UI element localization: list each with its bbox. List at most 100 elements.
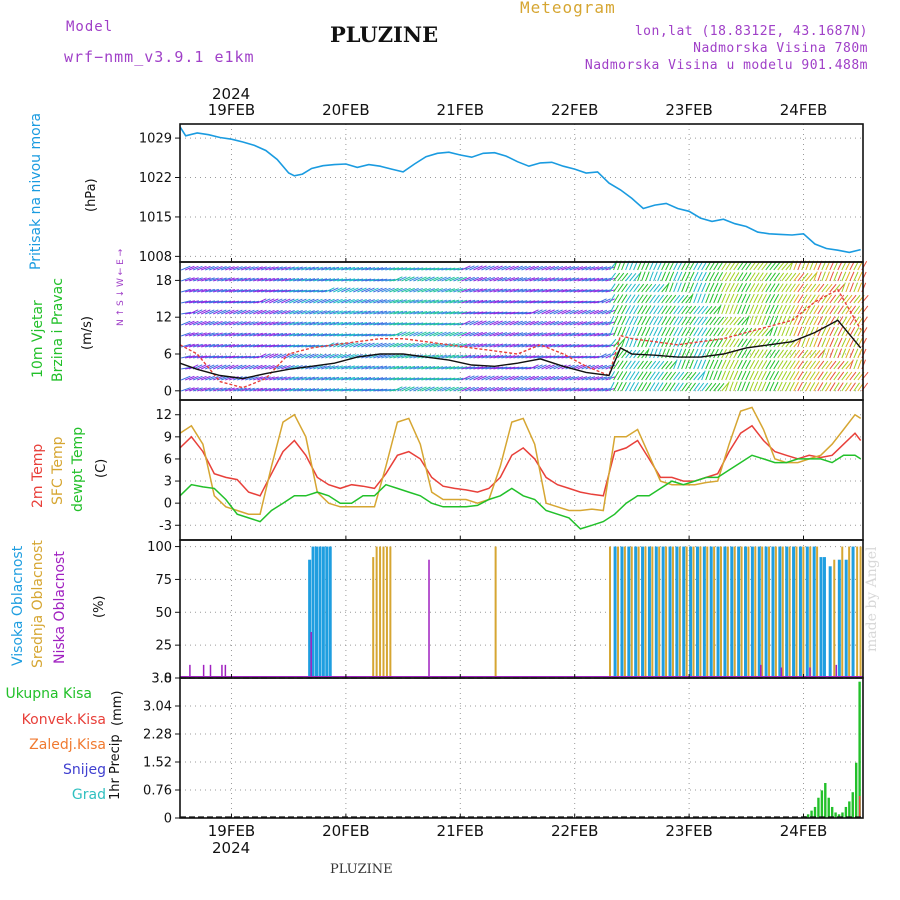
wind-barb [545, 288, 556, 293]
wind-barb [281, 376, 291, 381]
wind-barb [277, 344, 288, 348]
wind-barb [361, 287, 371, 293]
wind-barb [541, 309, 551, 315]
wind-barb [453, 377, 464, 381]
cloud-bar-high [792, 546, 796, 678]
wind-barb [757, 304, 763, 315]
wind-barb [405, 287, 415, 293]
wind-barb [653, 271, 658, 282]
wind-barb [325, 353, 335, 359]
wind-barb [481, 299, 492, 304]
wind-barb [697, 359, 703, 370]
wind-barb [489, 311, 500, 315]
wind-barb [425, 331, 435, 337]
wind-barb [265, 353, 275, 359]
wind-barb [557, 364, 567, 370]
wind-barb [293, 321, 303, 326]
wind-barb [689, 359, 694, 370]
wind-barb [373, 377, 384, 381]
wind-barb [849, 327, 856, 337]
wind-barb [705, 382, 713, 392]
wind-barb [689, 316, 696, 326]
precip-bar-total [820, 790, 824, 818]
wind-barb [205, 343, 215, 348]
wind-barb [233, 277, 243, 282]
wind-barb [797, 294, 804, 304]
wind-barb [345, 321, 356, 326]
wind-barb [533, 265, 543, 271]
wind-barb [192, 332, 203, 337]
wind-barb [449, 311, 460, 315]
wind-barb [541, 355, 552, 359]
wind-barb [673, 327, 679, 337]
wind-barb [453, 354, 464, 359]
wind-barb [196, 309, 207, 315]
wind-barb [633, 283, 640, 293]
wind-barb [449, 366, 460, 370]
wind-barb [513, 288, 524, 293]
wind-barb [429, 322, 440, 326]
wind-barb [453, 386, 463, 392]
wind-barb [425, 386, 435, 392]
wind-barb [829, 283, 837, 293]
wind-barb [361, 310, 372, 315]
wind-barb [397, 342, 407, 348]
wind-barb [257, 321, 267, 326]
wind-barb [221, 387, 231, 392]
wind-barb [713, 282, 719, 293]
wind-barb [789, 283, 796, 293]
wind-barb [809, 371, 816, 381]
wind-barb [629, 272, 637, 282]
wind-barb [689, 382, 696, 392]
wind-barb [237, 332, 247, 337]
wind-barb [285, 310, 295, 315]
wind-barb [685, 359, 690, 370]
model-name: wrf−nmm_v3.9.1 e1km [64, 48, 255, 66]
wind-barb [233, 309, 243, 315]
wind-barb [617, 360, 624, 370]
wind-barb [273, 387, 284, 392]
wind-barb [561, 332, 572, 337]
wind-barb [345, 310, 355, 315]
ytick-label: 1.52 [143, 756, 172, 771]
wind-barb [285, 387, 296, 392]
xtick-label-bottom: 22FEB [551, 822, 598, 840]
wind-barb [793, 339, 801, 348]
wind-barb [313, 333, 324, 337]
wind-barb [641, 360, 648, 370]
wind-barb [549, 309, 559, 315]
wind-barb [417, 377, 428, 381]
wind-barb [537, 288, 548, 293]
wind-barb [601, 387, 612, 392]
wind-barb [685, 371, 693, 381]
wind-barb [497, 355, 508, 359]
wind-barb [749, 381, 755, 392]
wind-barb [201, 288, 211, 293]
precip-bar-total [810, 810, 813, 818]
wind-barb [193, 343, 203, 348]
wind-barb [677, 327, 684, 337]
cloud-bar-high [325, 546, 329, 678]
wind-barb [709, 271, 715, 282]
wind-barb [737, 304, 743, 315]
wind-barb [325, 278, 336, 282]
wind-barb [765, 381, 771, 392]
wind-barb [809, 315, 815, 326]
wind-barb [761, 293, 767, 304]
wind-barb [409, 377, 420, 381]
wind-barb [709, 382, 717, 392]
wind-barb [593, 309, 604, 315]
wind-barb [481, 366, 492, 370]
cloud-bar-high [675, 546, 679, 678]
wind-barb [249, 321, 259, 326]
wind-barb [445, 377, 456, 381]
wind-barb [305, 333, 316, 337]
wind-barb [337, 298, 347, 304]
wind-barb [361, 333, 372, 337]
wind-barb [637, 294, 644, 304]
wind-barb [357, 267, 368, 271]
wind-barb [541, 375, 552, 381]
wind-barb [301, 310, 311, 315]
cloud-bar-mid [848, 546, 851, 678]
wind-barb [181, 288, 191, 293]
